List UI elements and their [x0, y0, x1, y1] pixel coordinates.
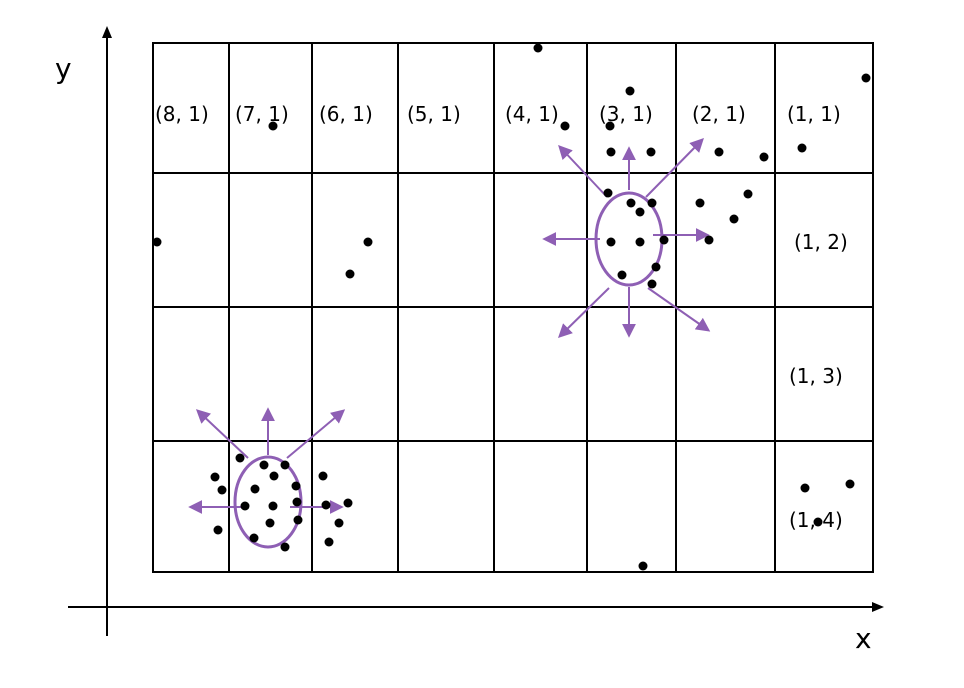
data-point [714, 147, 724, 157]
data-point [293, 515, 303, 525]
data-point [603, 188, 613, 198]
data-point [268, 501, 278, 511]
expansion-arrow [195, 409, 249, 459]
data-point [638, 561, 648, 571]
data-point [704, 235, 714, 245]
data-point [813, 517, 823, 527]
cell-label-2-1: (2, 1) [692, 102, 746, 126]
cell-label-4-1: (4, 1) [505, 102, 559, 126]
data-point [318, 471, 328, 481]
cell-label-6-1: (6, 1) [319, 102, 373, 126]
data-point [343, 498, 353, 508]
data-point [635, 237, 645, 247]
cell-label-1-1: (1, 1) [787, 102, 841, 126]
data-point [210, 472, 220, 482]
data-point [651, 262, 661, 272]
data-point [280, 460, 290, 470]
cell-label-3-1: (3, 1) [599, 102, 653, 126]
data-point [635, 207, 645, 217]
y-axis-label: y [55, 52, 72, 85]
data-point [759, 152, 769, 162]
data-point [533, 43, 543, 53]
cell-labels: (8, 1) (7, 1) (6, 1) (5, 1) (4, 1) (3, 1… [155, 102, 848, 532]
expansion-arrow [557, 287, 610, 338]
data-point [606, 237, 616, 247]
expansion-arrows [188, 138, 711, 514]
data-point [695, 198, 705, 208]
grid [152, 42, 874, 573]
expansion-arrow [286, 409, 346, 459]
cell-label-8-1: (8, 1) [155, 102, 209, 126]
data-point [626, 198, 636, 208]
data-point [845, 479, 855, 489]
data-point [250, 484, 260, 494]
data-points [152, 43, 871, 571]
data-point [743, 189, 753, 199]
data-point [363, 237, 373, 247]
expansion-arrow [647, 287, 711, 332]
expansion-arrow [558, 144, 608, 198]
expansion-arrow [645, 138, 704, 198]
data-point [345, 269, 355, 279]
data-point [249, 533, 259, 543]
data-point [625, 86, 635, 96]
data-point [235, 453, 245, 463]
x-axis-arrowhead [872, 602, 884, 612]
data-point [606, 147, 616, 157]
data-point [213, 525, 223, 535]
data-point [605, 121, 615, 131]
data-point [647, 198, 657, 208]
data-point [861, 73, 871, 83]
data-point [800, 483, 810, 493]
axes: y x [55, 26, 884, 655]
cell-label-1-2: (1, 2) [794, 230, 848, 254]
cell-label-7-1: (7, 1) [235, 102, 289, 126]
data-point [152, 237, 162, 247]
data-point [291, 481, 301, 491]
data-point [321, 500, 331, 510]
data-point [617, 270, 627, 280]
data-point [797, 143, 807, 153]
data-point [560, 121, 570, 131]
data-point [259, 460, 269, 470]
cell-label-1-3: (1, 3) [789, 364, 843, 388]
data-point [217, 485, 227, 495]
data-point [334, 518, 344, 528]
data-point [324, 537, 334, 547]
cell-label-5-1: (5, 1) [407, 102, 461, 126]
data-point [265, 518, 275, 528]
y-axis-arrowhead [102, 26, 112, 38]
x-axis-label: x [855, 622, 872, 655]
data-point [269, 471, 279, 481]
search-windows [233, 191, 664, 549]
data-point [729, 214, 739, 224]
data-point [292, 497, 302, 507]
data-point [659, 235, 669, 245]
data-point [647, 279, 657, 289]
data-point [240, 501, 250, 511]
data-point [280, 542, 290, 552]
data-point [268, 121, 278, 131]
data-point [646, 147, 656, 157]
